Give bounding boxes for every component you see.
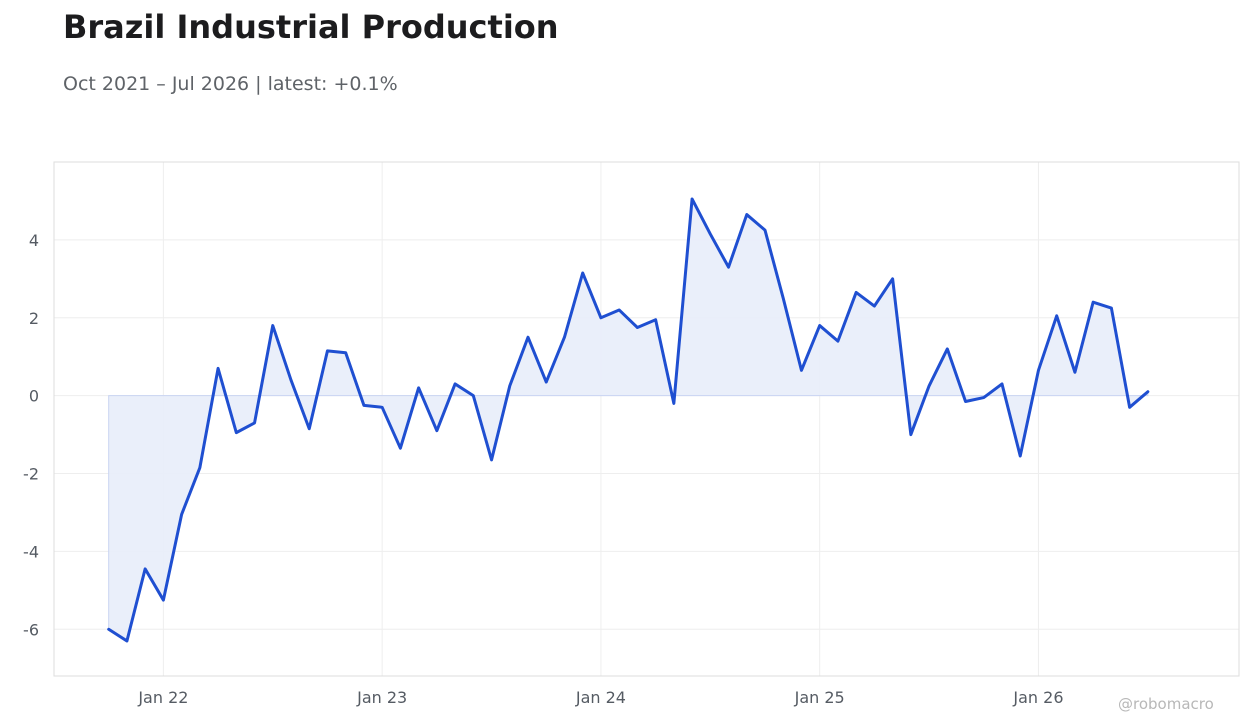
chart-title: Brazil Industrial Production — [63, 8, 559, 46]
data-point — [982, 396, 985, 399]
chart-subtitle: Oct 2021 – Jul 2026 | latest: +0.1% — [63, 73, 398, 95]
plot-frame — [53, 161, 1240, 677]
data-point — [1037, 369, 1040, 372]
data-point — [454, 382, 457, 385]
y-tick-label: 2 — [29, 309, 39, 328]
data-point — [873, 305, 876, 308]
data-point — [253, 421, 256, 424]
data-point — [1073, 371, 1076, 374]
data-point — [672, 402, 675, 405]
data-point — [162, 599, 165, 602]
data-point — [836, 340, 839, 343]
data-point — [527, 336, 530, 339]
series-area-fill — [108, 197, 1149, 642]
data-point — [636, 326, 639, 329]
data-point — [964, 400, 967, 403]
watermark-text: @robomacro — [1118, 695, 1214, 713]
data-point — [308, 427, 311, 430]
data-point — [180, 513, 183, 516]
x-tick-label: Jan 26 — [1012, 688, 1063, 707]
data-points — [107, 197, 1149, 642]
data-point — [599, 316, 602, 319]
data-point — [107, 628, 110, 631]
data-point — [399, 447, 402, 450]
data-point — [654, 318, 657, 321]
data-point — [1128, 406, 1131, 409]
series-line — [107, 197, 1150, 643]
data-point — [362, 404, 365, 407]
data-point — [782, 297, 785, 300]
y-axis-ticks: 4 2 0 -2 -4 -6 — [23, 231, 39, 639]
data-point — [891, 277, 894, 280]
data-point — [563, 336, 566, 339]
data-point — [490, 458, 493, 461]
data-point — [1110, 307, 1113, 310]
data-point — [271, 324, 274, 327]
x-axis-ticks: Jan 22 Jan 23 Jan 24 Jan 25 Jan 26 — [137, 688, 1063, 707]
data-point — [745, 213, 748, 216]
data-point — [800, 369, 803, 372]
data-point — [125, 639, 128, 642]
data-point — [928, 384, 931, 387]
data-point — [709, 233, 712, 236]
data-point — [909, 433, 912, 436]
data-point — [235, 431, 238, 434]
data-point — [855, 291, 858, 294]
data-point — [508, 384, 511, 387]
data-point — [545, 381, 548, 384]
y-tick-label: -6 — [23, 620, 39, 639]
data-point — [198, 466, 201, 469]
data-point — [472, 394, 475, 397]
data-point — [1146, 390, 1149, 393]
x-tick-label: Jan 22 — [137, 688, 188, 707]
y-tick-label: 4 — [29, 231, 39, 250]
data-point — [691, 197, 694, 200]
data-point — [818, 324, 821, 327]
data-point — [326, 349, 329, 352]
data-point — [581, 271, 584, 274]
y-tick-label: 0 — [29, 387, 39, 406]
x-tick-label: Jan 24 — [575, 688, 626, 707]
data-point — [1001, 382, 1004, 385]
x-tick-label: Jan 23 — [356, 688, 407, 707]
data-point — [1019, 454, 1022, 457]
data-point — [381, 406, 384, 409]
data-point — [764, 229, 767, 232]
x-tick-label: Jan 25 — [794, 688, 845, 707]
data-point — [344, 351, 347, 354]
data-point — [1092, 301, 1095, 304]
data-point — [144, 567, 147, 570]
y-tick-label: -2 — [23, 465, 39, 484]
data-point — [435, 429, 438, 432]
data-point — [727, 266, 730, 269]
y-tick-label: -4 — [23, 542, 39, 561]
data-point — [217, 367, 220, 370]
data-point — [290, 379, 293, 382]
data-point — [417, 386, 420, 389]
data-point — [946, 347, 949, 350]
data-point — [618, 308, 621, 311]
data-point — [1055, 314, 1058, 317]
